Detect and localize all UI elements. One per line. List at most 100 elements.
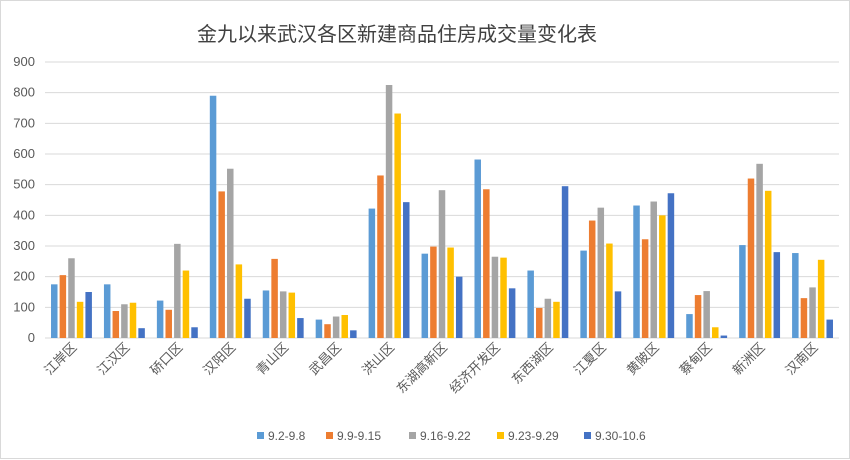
legend-label: 9.16-9.22 <box>420 429 471 443</box>
y-tick-label: 200 <box>13 269 35 284</box>
bar <box>641 239 649 338</box>
bar <box>553 301 560 338</box>
bar <box>165 309 172 338</box>
bar <box>764 190 772 338</box>
legend-swatch <box>257 432 264 439</box>
bar <box>51 284 58 338</box>
bar <box>500 257 507 338</box>
legend-swatch <box>584 432 591 439</box>
bar <box>324 324 331 338</box>
x-tick-label: 洪山区 <box>360 340 398 378</box>
bar <box>597 207 605 338</box>
x-tick-label: 青山区 <box>254 340 292 378</box>
bar <box>103 284 111 338</box>
y-tick-label: 700 <box>13 115 35 130</box>
bar <box>694 295 702 338</box>
x-tick-label: 江汉区 <box>95 340 133 378</box>
bar <box>474 159 481 338</box>
bar <box>68 258 75 338</box>
bar <box>800 298 808 338</box>
bar <box>455 276 463 338</box>
legend-swatch <box>497 432 504 439</box>
bar <box>430 246 437 338</box>
bar <box>112 311 120 338</box>
bar <box>686 314 693 338</box>
bar <box>350 330 357 338</box>
bar <box>244 298 251 338</box>
bar <box>368 208 376 338</box>
bar <box>76 301 84 338</box>
bar <box>659 215 666 338</box>
y-axis-ticks: 0 100 200 300 400 500 600 700 800 900 <box>13 54 35 345</box>
bar <box>756 163 763 338</box>
x-tick-label: 黄陂区 <box>624 340 663 379</box>
bar <box>614 291 622 338</box>
bar <box>421 253 429 338</box>
x-tick-label: 硚口区 <box>148 340 186 378</box>
bar <box>447 247 454 338</box>
bar <box>121 304 128 338</box>
bar <box>262 290 270 338</box>
bar <box>747 178 755 338</box>
y-tick-label: 600 <box>13 146 35 161</box>
legend-swatch <box>326 432 333 439</box>
y-tick-label: 900 <box>13 54 35 69</box>
bar <box>667 193 675 338</box>
bar <box>279 291 287 338</box>
bar <box>712 327 719 338</box>
bar <box>377 175 384 338</box>
y-tick-label: 500 <box>13 177 35 192</box>
bar <box>182 270 190 338</box>
bar <box>129 302 137 338</box>
bar <box>773 252 781 338</box>
y-tick-label: 0 <box>28 330 35 345</box>
bar <box>527 270 534 338</box>
x-tick-label: 汉阳区 <box>201 340 239 378</box>
bar <box>332 316 340 338</box>
bar <box>544 298 552 338</box>
bar <box>288 292 296 338</box>
bar <box>403 202 410 338</box>
bar <box>561 186 569 338</box>
x-tick-label: 江夏区 <box>571 340 609 378</box>
y-tick-label: 300 <box>13 238 35 253</box>
bar <box>394 113 401 339</box>
bar <box>156 300 164 338</box>
bar <box>297 318 304 338</box>
bar <box>703 291 710 338</box>
y-tick-label: 100 <box>13 299 35 314</box>
bar <box>792 253 799 338</box>
bar <box>483 189 490 338</box>
bar <box>209 95 217 338</box>
bar <box>580 250 587 338</box>
bar <box>491 256 499 338</box>
bar <box>85 292 92 338</box>
bar <box>817 259 825 338</box>
bar <box>809 287 816 338</box>
bar <box>315 319 323 338</box>
bar <box>235 264 243 338</box>
bar <box>59 275 67 338</box>
y-tick-label: 800 <box>13 85 35 100</box>
x-tick-label: 汉南区 <box>782 340 821 379</box>
bar <box>191 327 198 338</box>
bar <box>633 205 640 338</box>
bar <box>508 288 516 338</box>
x-tick-label: 经济开发区 <box>446 340 503 397</box>
x-tick-label: 武昌区 <box>307 340 345 378</box>
legend-label: 9.2-9.8 <box>268 429 306 443</box>
bar <box>218 191 225 338</box>
legend-label: 9.23-9.29 <box>508 429 559 443</box>
bar <box>138 328 145 338</box>
y-tick-label: 400 <box>13 207 35 222</box>
legend: 9.2-9.8 9.9-9.15 9.16-9.22 9.23-9.29 9.30-10… <box>257 429 646 443</box>
x-tick-label: 蔡甸区 <box>677 340 715 378</box>
chart-title: 金九以来武汉各区新建商品住房成交量变化表 <box>197 22 597 46</box>
x-tick-label: 东湖高新区 <box>394 340 451 397</box>
bar <box>227 168 234 338</box>
bar <box>720 335 728 338</box>
x-tick-label: 江岸区 <box>42 340 80 378</box>
